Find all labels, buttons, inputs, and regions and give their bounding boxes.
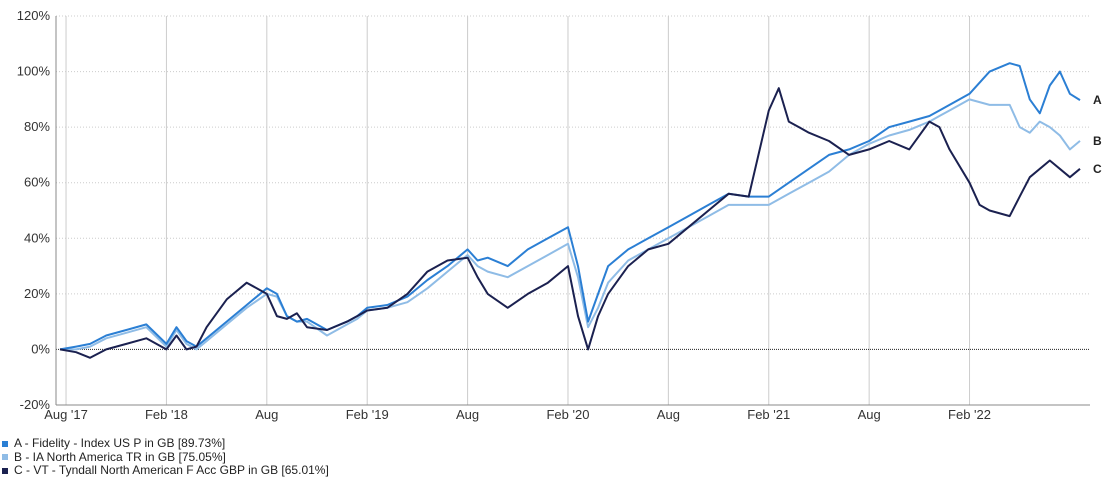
x-tick-label: Feb '21 — [747, 407, 790, 422]
legend-label-c: C - VT - Tyndall North American F Acc GB… — [14, 463, 329, 477]
plot-area — [56, 16, 1090, 405]
x-tick-label: Aug — [255, 407, 278, 422]
y-tick-label: -20% — [20, 397, 51, 412]
x-tick-label: Feb '20 — [546, 407, 589, 422]
legend-label-b: B - IA North America TR in GB [75.05%] — [14, 449, 226, 464]
legend-item-b[interactable]: B - IA North America TR in GB [75.05%] — [2, 449, 329, 465]
end-labels: A BC — [1093, 93, 1102, 176]
x-tick-label: Aug — [456, 407, 479, 422]
series-lines — [59, 62, 1081, 359]
x-tick-label: Aug '17 — [44, 407, 88, 422]
legend-item-c[interactable]: C - VT - Tyndall North American F Acc GB… — [2, 463, 329, 478]
end-label-b: B — [1093, 134, 1102, 148]
end-label-a: A — [1093, 93, 1102, 107]
legend-item-a[interactable]: A - Fidelity - Index US P in GB [89.73%] — [2, 436, 329, 451]
x-tick-label: Aug — [657, 407, 680, 422]
legend-swatch-b — [2, 454, 8, 461]
y-tick-label: 40% — [24, 230, 50, 245]
x-axis: Aug '17 Feb '18 Aug Feb '19 Aug Feb '20 Aug Feb… — [44, 404, 1090, 422]
series-line-b — [60, 98, 1081, 351]
x-tick-label: Feb '22 — [948, 407, 991, 422]
x-tick-label: Feb '18 — [145, 407, 188, 422]
x-tick-label: Feb '19 — [346, 407, 389, 422]
y-tick-label: 80% — [24, 119, 50, 134]
x-tick-label: Aug — [858, 407, 881, 422]
legend-swatch-c — [2, 467, 8, 474]
y-tick-label: 120% — [17, 8, 51, 23]
chart: 120% 100% 80% 60% 40% 20% 0% -20% Aug '17 Feb '1… — [17, 8, 1102, 422]
legend-swatch-a — [2, 440, 8, 447]
legend-label-a: A - Fidelity - Index US P in GB [89.73%] — [14, 436, 226, 450]
y-axis: 120% 100% 80% 60% 40% 20% 0% -20% — [17, 8, 57, 412]
legend: A - Fidelity - Index US P in GB [89.73%]… — [2, 436, 329, 478]
y-tick-label: 20% — [24, 286, 50, 301]
series-line-c — [59, 87, 1081, 359]
y-tick-label: 100% — [17, 64, 51, 79]
end-label-c: C — [1093, 162, 1102, 176]
series-line-a — [59, 62, 1081, 351]
y-tick-label: 60% — [24, 175, 50, 190]
y-tick-label: 0% — [31, 341, 50, 356]
